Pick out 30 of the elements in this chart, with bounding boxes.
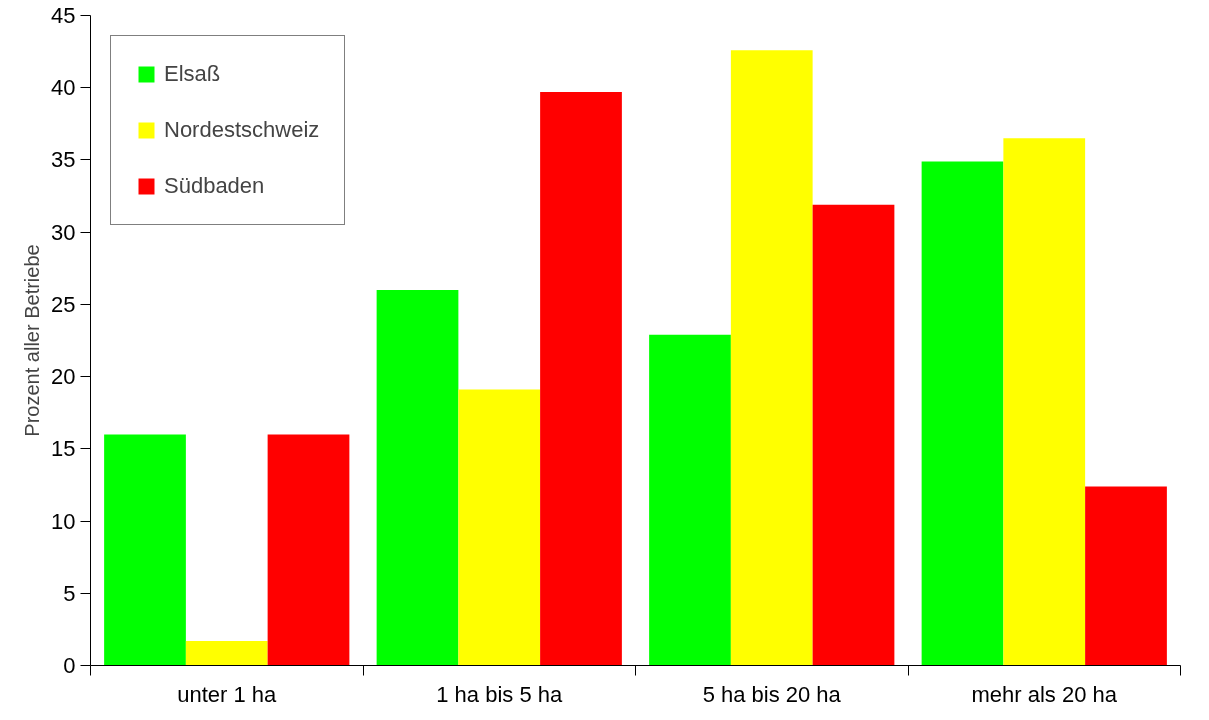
legend-label: Nordestschweiz xyxy=(164,117,320,143)
y-tick-label: 10 xyxy=(51,508,76,534)
y-axis-title: Prozent aller Betriebe xyxy=(21,244,44,437)
x-tick-label: mehr als 20 ha xyxy=(971,681,1118,707)
bar xyxy=(185,640,268,666)
legend-label: Südbaden xyxy=(164,173,265,199)
y-tick-label: 30 xyxy=(51,219,76,245)
x-tick-label: 5 ha bis 20 ha xyxy=(702,681,842,707)
y-tick-label: 35 xyxy=(51,147,76,173)
bar xyxy=(730,50,813,666)
y-tick-label: 20 xyxy=(51,364,76,390)
bar xyxy=(649,334,731,666)
bar xyxy=(267,434,350,666)
bar xyxy=(1003,138,1086,666)
y-tick-label: 45 xyxy=(51,3,76,28)
y-tick-label: 0 xyxy=(63,653,76,678)
x-tick-label: unter 1 ha xyxy=(177,681,278,707)
legend-label: Elsaß xyxy=(164,61,221,87)
y-tick-label: 15 xyxy=(51,436,76,462)
x-tick-label: 1 ha bis 5 ha xyxy=(436,681,564,707)
bar xyxy=(812,204,895,666)
y-tick-label: 40 xyxy=(51,75,76,101)
bar xyxy=(458,389,541,666)
y-tick-label: 5 xyxy=(63,580,76,606)
bar xyxy=(540,92,622,666)
bar xyxy=(376,289,459,666)
y-tick-label: 25 xyxy=(51,291,76,317)
bar xyxy=(1085,486,1167,666)
bar xyxy=(104,434,186,666)
bar xyxy=(921,161,1004,666)
